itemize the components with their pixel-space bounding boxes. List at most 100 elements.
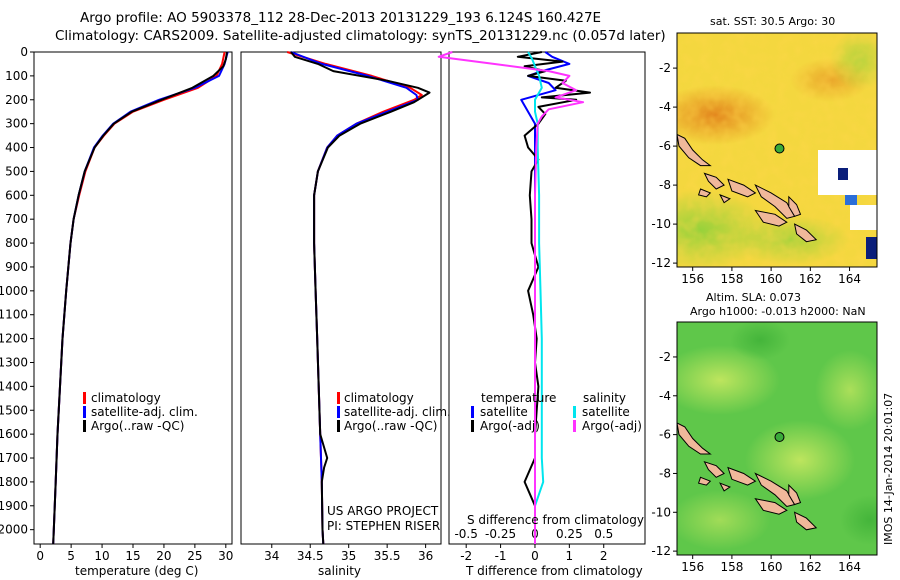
sst-missing-data [850, 205, 877, 230]
series-line-black [52, 51, 228, 545]
sst-map-axes: 156 158 160 162 164 -2 -4 -6 -8 -10 -12 [651, 61, 861, 286]
legend-title-salinity: salinity [583, 391, 626, 405]
salinity-panel [240, 51, 442, 545]
lat-tick-label: -12 [651, 256, 671, 270]
legend-title-temperature: temperature [481, 391, 556, 405]
depth-tick-label: 200 [5, 93, 28, 107]
island [754, 497, 788, 515]
depth-tick-label: 100 [5, 69, 28, 83]
x-tick-label: 5 [67, 549, 75, 563]
island [788, 195, 802, 217]
x-tick-label: 0 [531, 549, 539, 563]
x-tick-label: 1 [566, 549, 574, 563]
depth-tick-label: 600 [5, 188, 28, 202]
depth-tick-label: 1800 [0, 475, 28, 489]
x-tick-label: 2 [600, 549, 608, 563]
x2-tick-label: 0.25 [556, 527, 583, 541]
legend-label-argo: Argo(..raw -QC) [344, 419, 437, 433]
lat-tick-label: -8 [659, 178, 671, 192]
legend-label-satellite: satellite-adj. clim. [91, 405, 198, 419]
sla-islands [677, 422, 818, 531]
island [719, 482, 731, 492]
legend-label-argo: Argo(..raw -QC) [91, 419, 184, 433]
legend-label-t-argo: Argo(-adj) [480, 419, 540, 433]
sst-map-frame [676, 32, 878, 268]
lon-tick-label: 160 [760, 272, 783, 286]
island [754, 209, 788, 227]
sla-high-patch [815, 350, 877, 430]
island [788, 483, 802, 506]
legend-swatch-argo [337, 420, 340, 432]
depth-tick-label: 1000 [0, 284, 28, 298]
island [697, 476, 712, 486]
legend-swatch-s-argo [573, 420, 576, 432]
x-tick-label: 25 [187, 549, 202, 563]
legend-swatch-climatology [337, 392, 340, 404]
sst-cold-cell [845, 195, 857, 205]
salinity-x-axis: 34 34.5 35 35.5 36 [264, 544, 433, 563]
sla-high-patch [677, 490, 770, 550]
depth-tick-label: 1300 [0, 355, 28, 369]
lon-tick-label: 160 [760, 560, 783, 574]
sla-map-subtitle: Argo h1000: -0.013 h2000: NaN [690, 305, 866, 318]
x-tick-label: 20 [156, 549, 171, 563]
argo-position-marker [774, 432, 785, 443]
x-tick-label: 10 [94, 549, 109, 563]
temperature-xlabel: temperature (deg C) [75, 564, 198, 578]
legend-swatch-t-satellite [471, 406, 474, 418]
series-line-cyan [527, 51, 545, 544]
header-line2: Climatology: CARS2009. Satellite-adjuste… [55, 28, 666, 44]
t-difference-xlabel: T difference from climatology [465, 564, 643, 578]
sla-low-patch [840, 495, 877, 545]
depth-tick-label: 0 [20, 45, 28, 59]
x-tick-label: 30 [218, 549, 233, 563]
island [677, 422, 712, 455]
x-tick-label: -2 [460, 549, 472, 563]
sla-map-axes: 156 158 160 162 164 -2 -4 -6 -8 -10 -12 [651, 350, 861, 574]
island [719, 193, 731, 204]
difference-series [437, 51, 591, 544]
lat-tick-label: -6 [659, 428, 671, 442]
legend-swatch-s-satellite [573, 406, 576, 418]
depth-tick-label: 800 [5, 236, 28, 250]
depth-tick-label: 500 [5, 164, 28, 178]
depth-tick-label: 1400 [0, 379, 28, 393]
lon-tick-label: 158 [720, 560, 743, 574]
depth-tick-label: 1700 [0, 451, 28, 465]
island [727, 178, 757, 198]
sla-low-patch [730, 322, 790, 360]
sla-high-patch [745, 420, 855, 500]
legend-swatch-satellite [83, 406, 86, 418]
lon-tick-label: 158 [720, 272, 743, 286]
temperature-x-axis: 0 5 10 15 20 25 30 [36, 544, 233, 563]
lon-tick-label: 164 [838, 272, 861, 286]
temperature-panel [33, 51, 233, 545]
salinity-series [286, 51, 431, 545]
legend-label-satellite: satellite-adj. clim. [344, 405, 451, 419]
salinity-legend: climatology satellite-adj. clim. Argo(..… [337, 391, 451, 433]
sst-cold-cell [866, 237, 877, 259]
depth-tick-label: 900 [5, 260, 28, 274]
depth-tick-label: 1200 [0, 332, 28, 346]
legend-label-climatology: climatology [344, 391, 414, 405]
legend-label-t-satellite: satellite [480, 405, 528, 419]
island [754, 183, 796, 219]
lat-tick-label: -2 [659, 61, 671, 75]
lon-tick-label: 156 [681, 560, 704, 574]
series-line-black [290, 51, 431, 545]
project-name: US ARGO PROJECT [327, 504, 439, 518]
lon-tick-label: 164 [838, 560, 861, 574]
sla-map [677, 322, 877, 555]
depth-tick-label: 300 [5, 117, 28, 131]
salinity-xlabel: salinity [318, 564, 361, 578]
sst-islands [677, 133, 818, 243]
sla-high-patch [677, 345, 780, 415]
sla-map-frame [676, 321, 878, 556]
legend-swatch-argo [83, 420, 86, 432]
header-line1: Argo profile: AO 5903378_112 28-Dec-2013… [80, 10, 601, 26]
lat-tick-label: -10 [651, 217, 671, 231]
x2-tick-label: 0.5 [594, 527, 613, 541]
sst-cold-cell [838, 168, 848, 180]
depth-tick-label: 400 [5, 141, 28, 155]
